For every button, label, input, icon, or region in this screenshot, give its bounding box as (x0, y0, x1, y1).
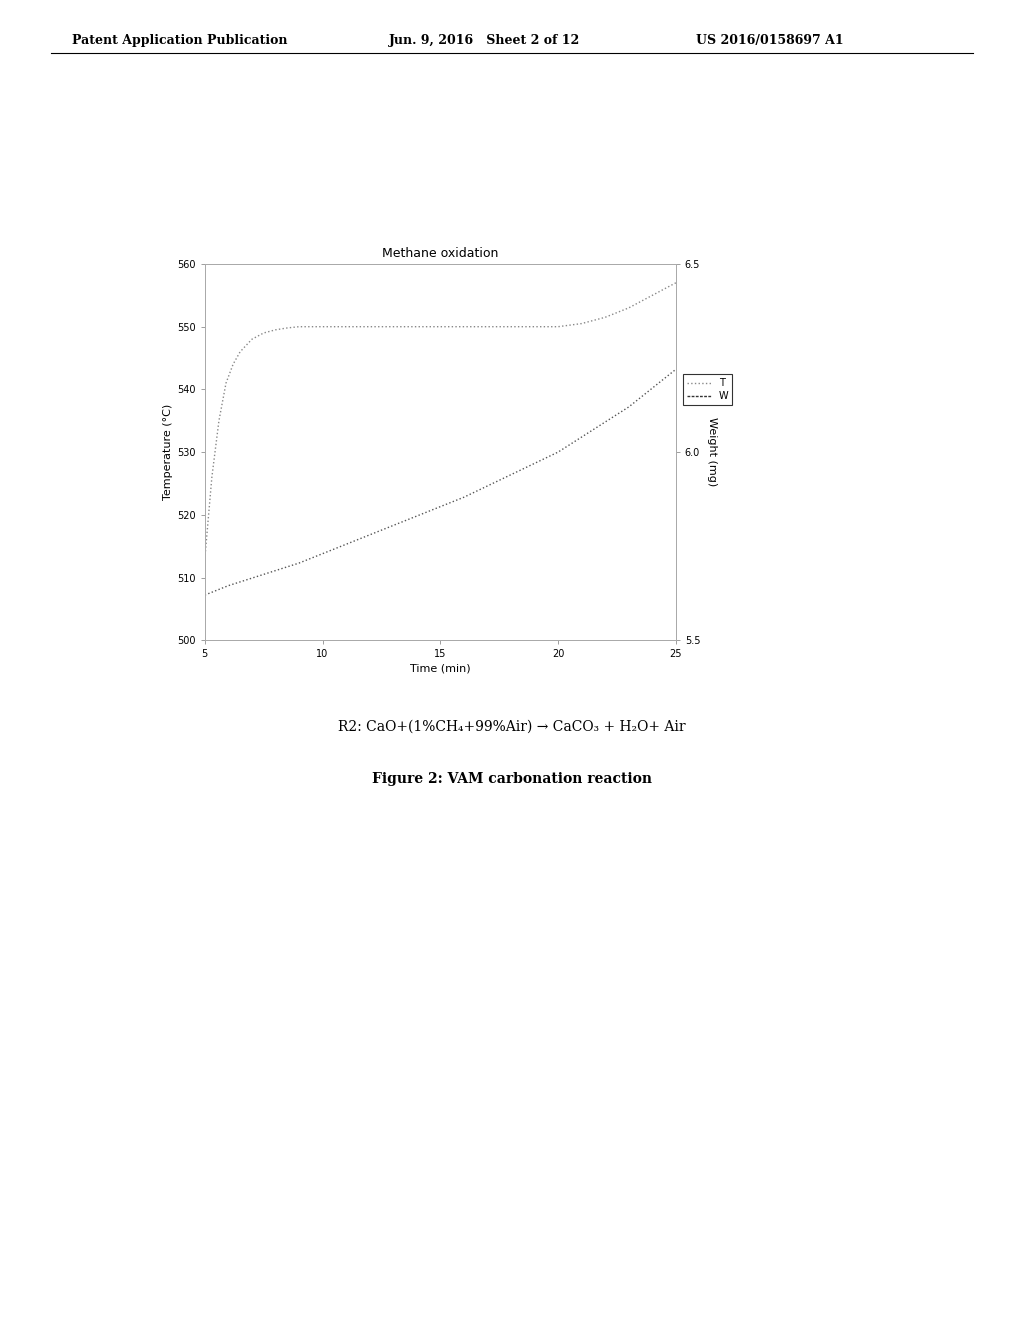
Text: Figure 2: VAM carbonation reaction: Figure 2: VAM carbonation reaction (372, 772, 652, 787)
Text: R2: CaO+(1%CH₄+99%Air) → CaCO₃ + H₂O+ Air: R2: CaO+(1%CH₄+99%Air) → CaCO₃ + H₂O+ Ai… (338, 719, 686, 734)
X-axis label: Time (min): Time (min) (410, 664, 471, 673)
Text: Jun. 9, 2016   Sheet 2 of 12: Jun. 9, 2016 Sheet 2 of 12 (389, 34, 581, 48)
Text: US 2016/0158697 A1: US 2016/0158697 A1 (696, 34, 844, 48)
Title: Methane oxidation: Methane oxidation (382, 247, 499, 260)
Y-axis label: Weight (mg): Weight (mg) (707, 417, 717, 487)
Y-axis label: Temperature (°C): Temperature (°C) (163, 404, 173, 500)
Legend: T, W: T, W (683, 374, 732, 405)
Text: Patent Application Publication: Patent Application Publication (72, 34, 287, 48)
